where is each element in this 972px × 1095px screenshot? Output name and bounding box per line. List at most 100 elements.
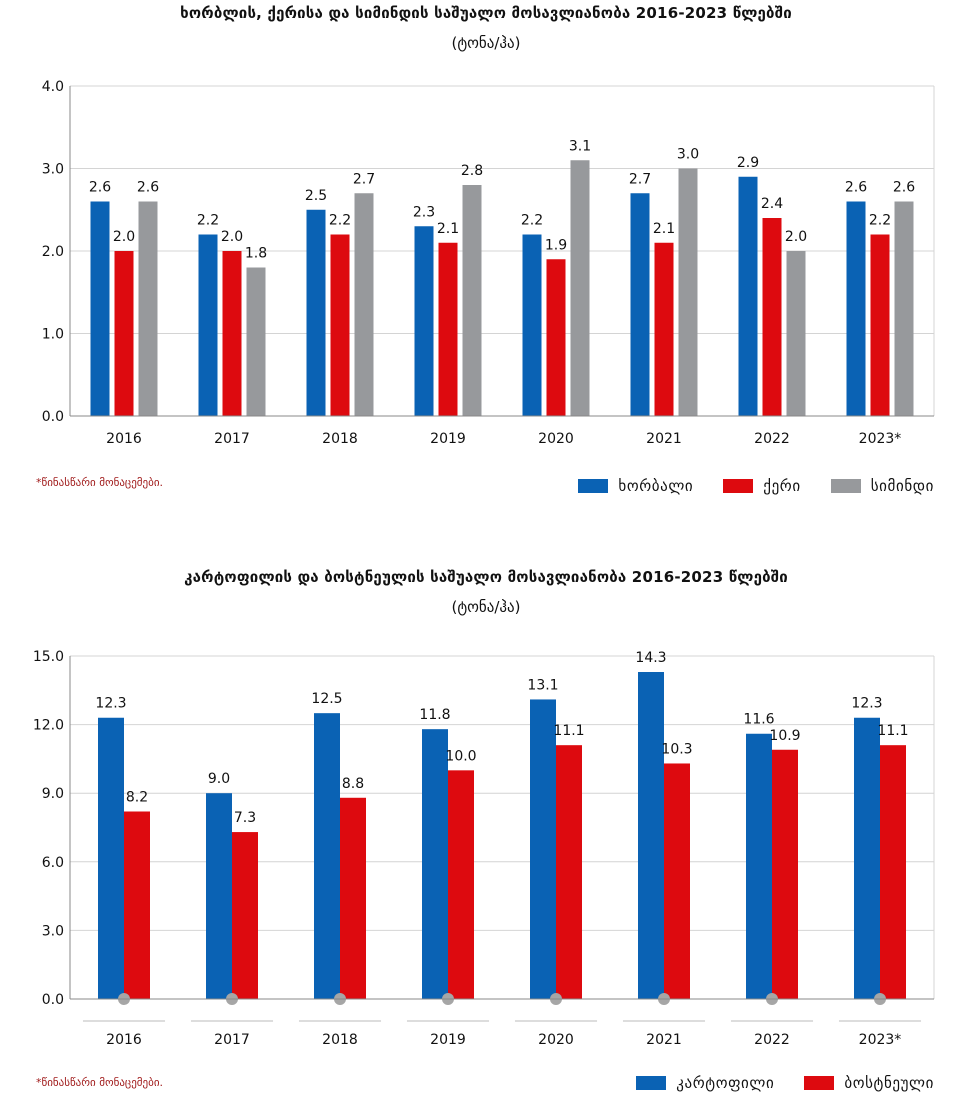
chart1-category-label: 2022 [754,431,790,447]
chart2-data-label: 12.3 [851,696,882,712]
chart1-data-label: 2.0 [785,229,807,245]
chart1-bar-3 [354,193,374,416]
chart2-ytick-label: 0.0 [42,992,64,1008]
chart1-legend: ხორბალი ქერი სიმინდი [548,477,934,495]
chart1-bar-1 [522,234,542,416]
chart2-data-label: 7.3 [234,810,256,826]
chart1-bar-2 [762,218,782,416]
chart1-data-label: 2.9 [737,155,759,171]
chart1-legend-item: სიმინდი [830,477,934,495]
chart2-bar-2 [232,832,258,999]
chart1-bar-1 [846,201,866,416]
chart2-bar-1 [530,699,556,999]
chart2-category-label: 2016 [106,1032,142,1048]
chart1-category-label: 2017 [214,431,250,447]
chart2-bar-1 [98,717,124,999]
chart2-bar-1 [638,672,664,999]
chart2-legend-label: ბოსტნეული [844,1074,934,1092]
chart1-legend-swatch [723,479,754,493]
chart2-data-label: 10.9 [769,728,800,744]
chart1-bar-2 [870,234,890,416]
chart1-ytick-label: 1.0 [42,327,64,343]
chart1-data-label: 2.6 [893,180,915,196]
chart1-legend-label: ხორბალი [618,477,694,495]
chart2-data-label: 9.0 [208,771,230,787]
chart1-ytick-label: 3.0 [42,162,64,178]
chart1-data-label: 2.2 [329,213,351,229]
chart2-legend-label: კარტოფილი [676,1074,775,1092]
chart1-bar-3 [786,251,806,416]
chart1-category-label: 2020 [538,431,574,447]
chart2-category-label: 2017 [214,1032,250,1048]
chart2-category-label: 2019 [430,1032,466,1048]
chart2-category-label: 2020 [538,1032,574,1048]
chart2-ytick-label: 12.0 [33,718,64,734]
chart2-bar-2 [772,749,798,999]
chart2-data-label: 8.8 [342,776,364,792]
chart2-bar-2 [340,797,366,999]
chart2-data-label: 10.3 [661,741,692,757]
chart1-data-label: 1.9 [545,237,567,253]
chart2-ytick-label: 15.0 [33,649,64,665]
chart1-bar-2 [330,234,350,416]
chart1-bar-2 [546,259,566,416]
chart1-bar-1 [414,226,434,416]
chart1-data-label: 2.8 [461,163,483,179]
chart1-data-label: 2.3 [413,204,435,220]
chart1-category-label: 2016 [106,431,142,447]
chart1-legend-item: ქერი [723,477,800,495]
chart2-bar-1 [314,713,340,999]
chart1-data-label: 2.5 [305,188,327,204]
chart2-data-label: 11.6 [743,712,774,728]
chart2-data-label: 14.3 [635,650,666,666]
chart2-ytick-label: 3.0 [42,923,64,939]
chart2-bar-2 [448,770,474,999]
chart1-ytick-label: 2.0 [42,244,64,260]
chart2-category-label: 2023* [859,1032,902,1048]
chart2-data-label: 8.2 [126,789,148,805]
chart2-unit: (ტონა/ჰა) [451,598,521,616]
chart1-category-label: 2019 [430,431,466,447]
chart2-legend-item: ბოსტნეული [804,1074,934,1092]
chart2-data-label: 10.0 [445,748,476,764]
chart2-bar-1 [854,717,880,999]
chart2-data-label: 12.3 [95,696,126,712]
chart2-bar-2 [556,745,582,999]
chart2-category-label: 2021 [646,1032,682,1048]
chart2-footnote: *წინასწარი მონაცემები. [36,1076,164,1089]
chart1-data-label: 2.7 [353,171,375,187]
chart1-unit: (ტონა/ჰა) [451,34,521,52]
chart2-bar-1 [422,729,448,999]
chart2-data-label: 11.1 [553,723,584,739]
chart1-category-label: 2018 [322,431,358,447]
chart1-data-label: 2.1 [653,221,675,237]
chart1-legend-swatch [830,479,861,493]
chart1-title: ხორბლის, ქერისა და სიმინდის საშუალო მოსა… [180,4,792,22]
chart1-legend-label: სიმინდი [870,477,934,495]
chart1-data-label: 1.8 [245,246,267,262]
chart1-data-label: 2.6 [89,180,111,196]
chart2-data-label: 11.8 [419,707,450,723]
chart1-ytick-label: 4.0 [42,79,64,95]
chart1-bar-3 [570,160,590,416]
chart1-data-label: 2.0 [113,229,135,245]
chart2-bar-1 [206,793,232,999]
chart1-data-label: 2.2 [869,213,891,229]
chart2-data-label: 13.1 [527,677,558,693]
chart2-ytick-label: 6.0 [42,855,64,871]
chart2-ytick-label: 9.0 [42,786,64,802]
chart1-plot: 0.01.02.03.04.02.62.02.620162.22.01.8201… [42,79,935,447]
chart1-bar-3 [894,201,914,416]
chart1-category-label: 2021 [646,431,682,447]
chart2-title: კარტოფილის და ბოსტნეულის საშუალო მოსავლი… [184,568,788,586]
chart1-legend-swatch [578,479,609,493]
chart1-bar-2 [654,242,674,416]
chart2-legend-swatch [636,1076,667,1090]
chart1-data-label: 3.1 [569,138,591,154]
chart1-bar-3 [138,201,158,416]
chart1-data-label: 2.7 [629,171,651,187]
chart1-bar-1 [198,234,218,416]
chart1-legend-item: ხორბალი [578,477,693,495]
chart1-bar-3 [246,267,266,416]
chart1-data-label: 3.0 [677,147,699,163]
